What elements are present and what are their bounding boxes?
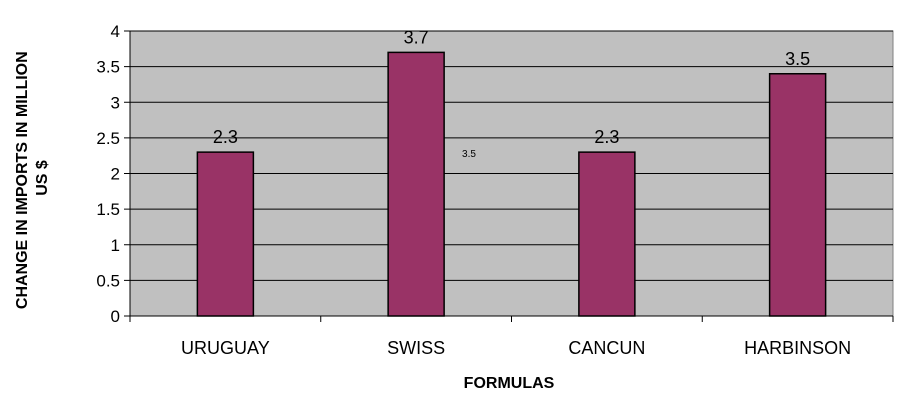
bar-harbinson [768,73,827,317]
data-label-swiss: 3.7 [404,27,429,47]
y-tick-label: 1 [111,236,120,255]
y-tick-label: 4 [111,22,120,41]
x-category-label: CANCUN [568,338,645,358]
y-axis-title: CHANGE IN IMPORTS IN MILLION US $ [14,47,51,309]
y-tick-label: 2 [111,165,120,184]
y-axis-ticks: 0 0.5 1 1.5 2 2.5 3 3.5 4 [96,22,130,326]
y-tick-label: 0.5 [96,271,120,290]
x-axis-title: FORMULAS [464,375,555,392]
y-axis-title-line-2: US $ [34,160,51,196]
y-tick-label: 2.5 [96,129,120,148]
stray-data-label: 3.5 [462,149,476,160]
y-tick-label: 1.5 [96,200,120,219]
data-label-cancun: 2.3 [594,127,619,147]
bars [196,51,827,317]
y-tick-label: 3.5 [96,58,120,77]
y-tick-label: 0 [111,307,120,326]
bar-uruguay [196,151,255,317]
data-label-harbinson: 3.5 [785,49,810,69]
x-category-label: HARBINSON [744,338,851,358]
y-axis-title-line-1: CHANGE IN IMPORTS IN MILLION [14,51,31,309]
bar-cancun [578,151,636,317]
y-tick-label: 3 [111,93,120,112]
x-category-label: URUGUAY [181,338,270,358]
x-axis-ticks: URUGUAY SWISS CANCUN HARBINSON [129,316,894,358]
data-label-uruguay: 2.3 [213,127,238,147]
grid-lines [130,30,893,281]
x-category-label: SWISS [387,338,445,358]
data-labels: 2.3 3.7 2.3 3.5 [213,27,810,147]
bar-swiss [387,51,445,317]
